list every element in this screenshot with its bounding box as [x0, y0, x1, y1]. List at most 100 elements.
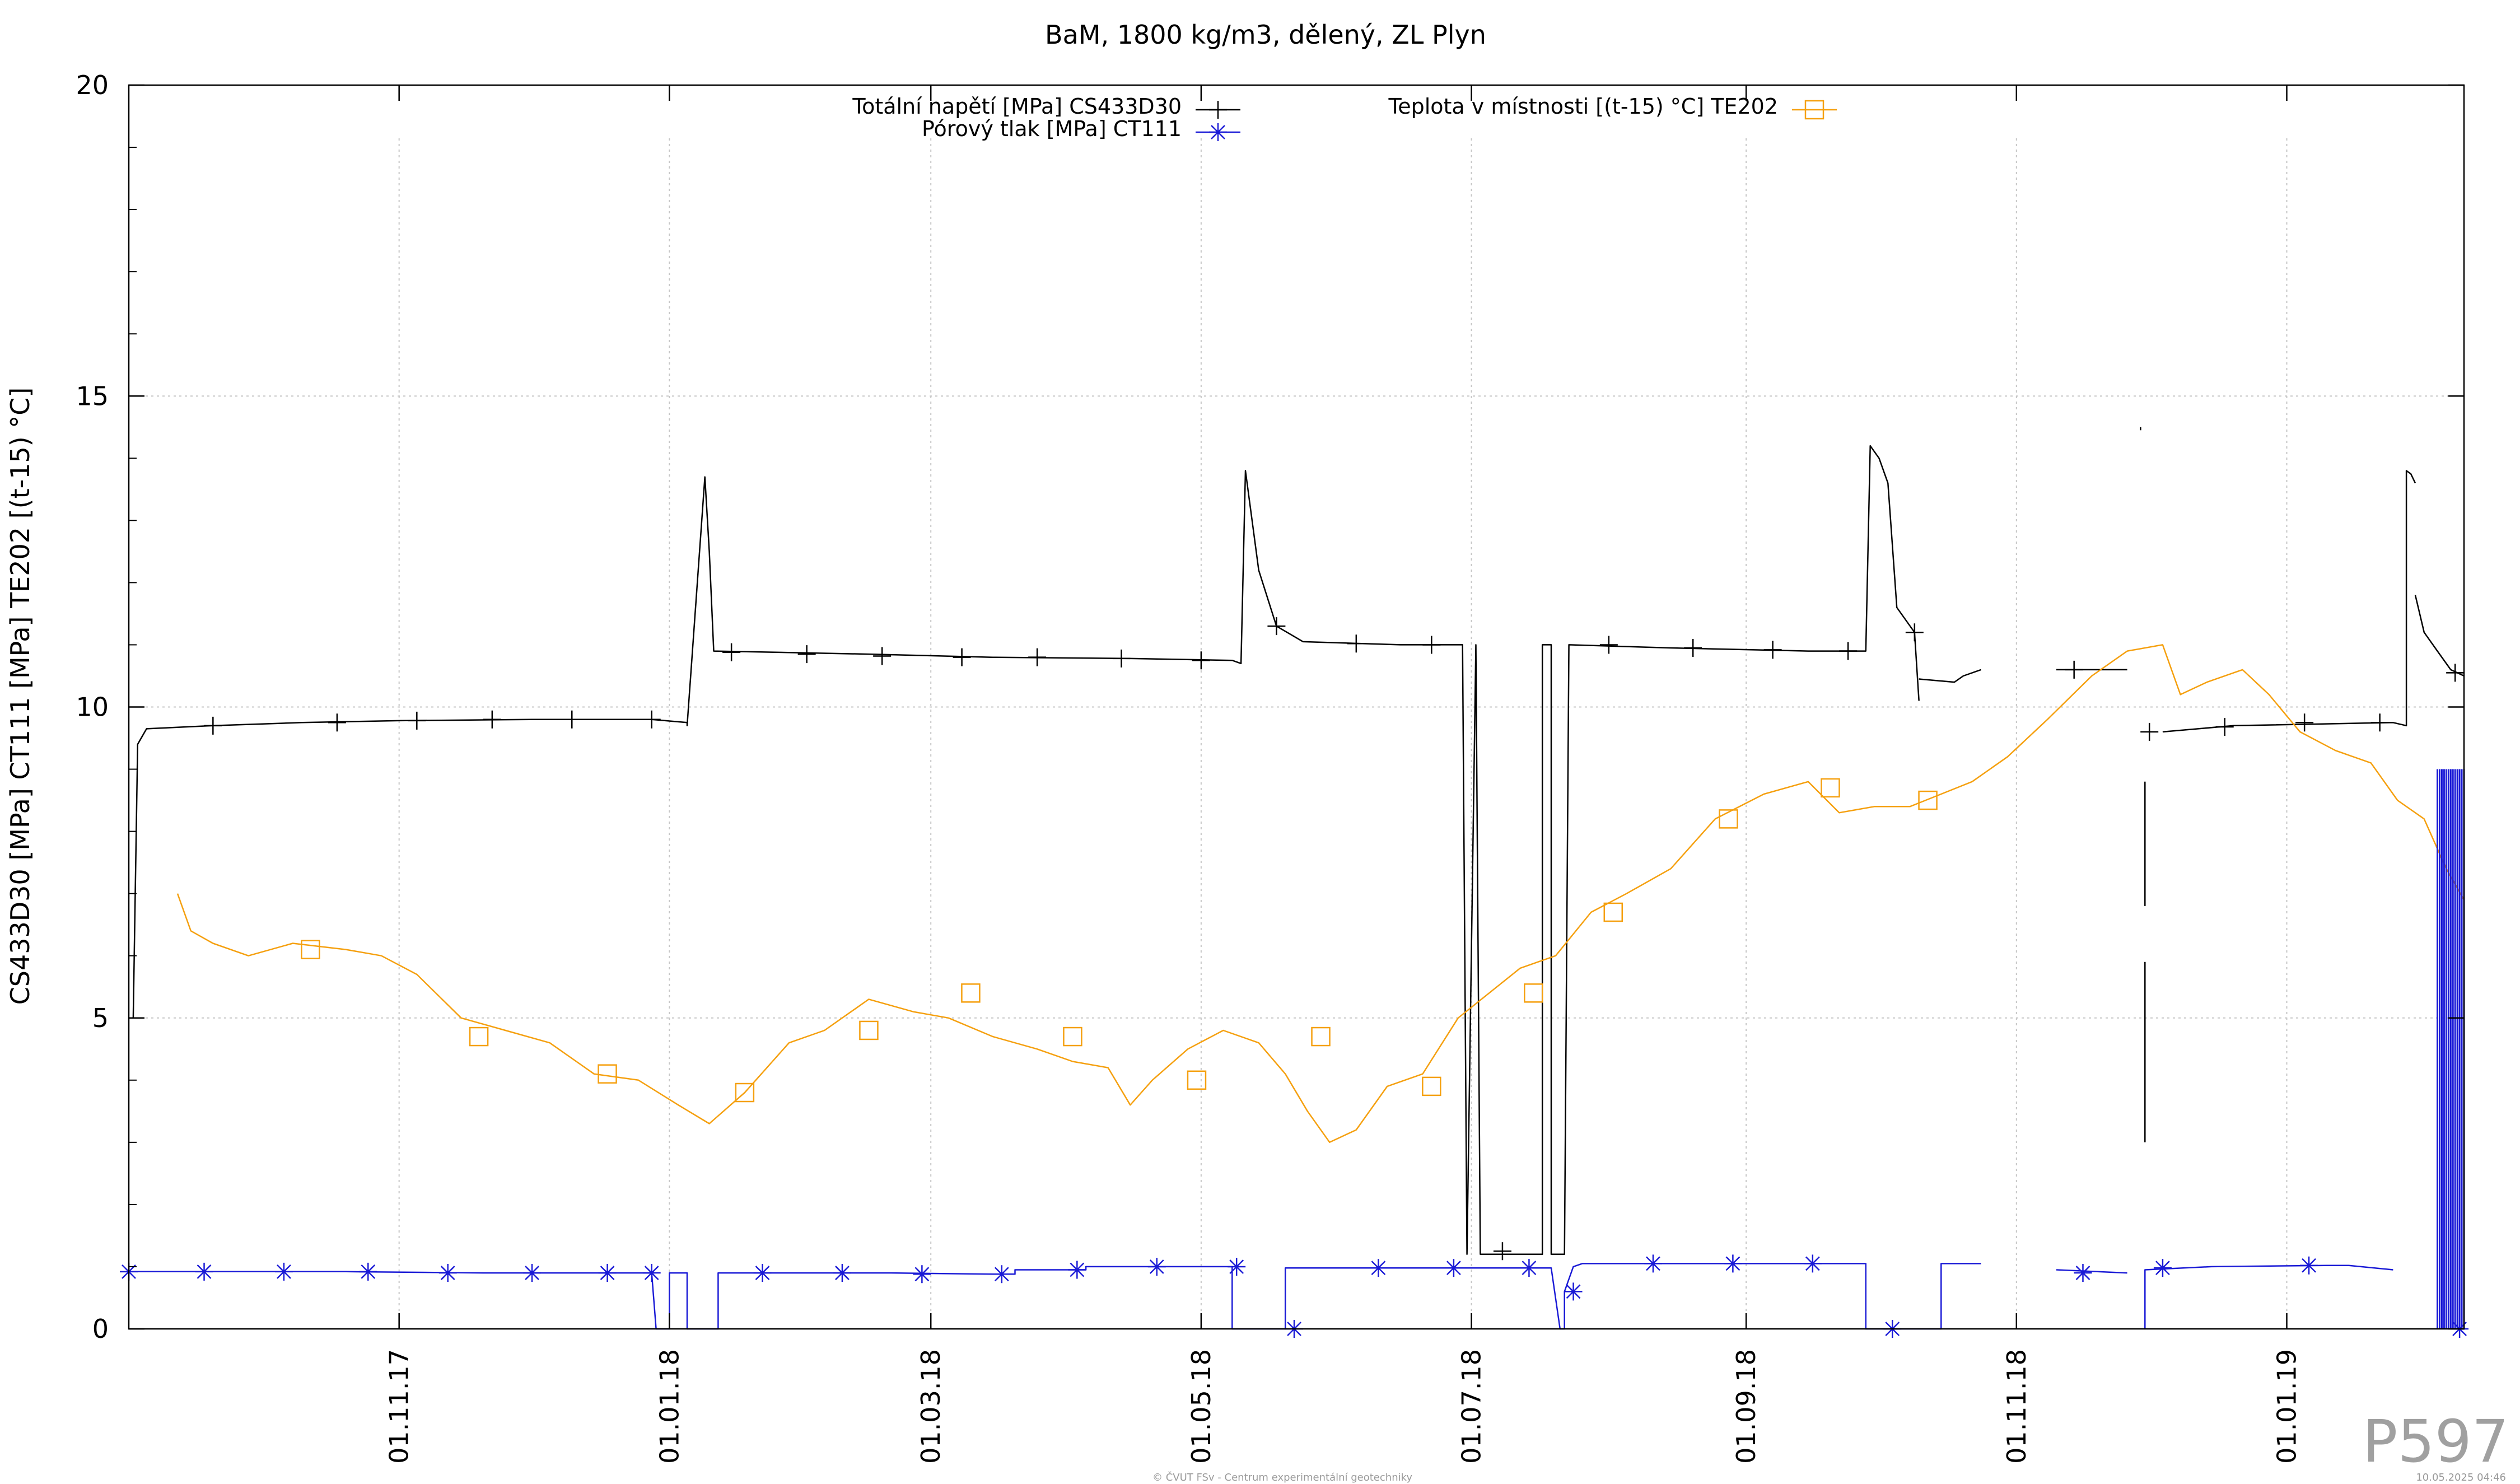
data-point [1187, 1070, 1207, 1090]
data-point [1644, 1254, 1662, 1273]
series-line [1971, 644, 2465, 900]
plot-area [120, 427, 2469, 1338]
data-point [859, 1020, 879, 1040]
data-point [1684, 639, 1702, 657]
series-line [1919, 669, 1981, 683]
data-point [1068, 1261, 1086, 1279]
series-line [176, 781, 1973, 1144]
y-tick-label: 15 [76, 381, 109, 411]
data-point [1444, 1259, 1463, 1277]
data-point [483, 710, 501, 729]
footer-timestamp: 10.05.2025 04:46 [2416, 1472, 2506, 1483]
data-point [1599, 636, 1618, 654]
series-line [2162, 470, 2416, 733]
data-point [598, 1064, 617, 1084]
data-point [1192, 651, 1210, 670]
data-point [642, 710, 661, 729]
data-point [1311, 1026, 1331, 1047]
data-point [438, 1264, 457, 1282]
x-tick-label: 01.01.19 [2271, 1349, 2302, 1464]
data-point [1520, 1259, 1538, 1277]
y-tick-label: 0 [92, 1314, 109, 1344]
plot-frame [128, 84, 2465, 1330]
data-point [1524, 983, 1543, 1003]
series-line [2144, 1264, 2393, 1329]
data-point [1905, 623, 1924, 642]
data-point [1147, 1257, 1166, 1276]
pore-pressure-dense-lines [2437, 769, 2465, 1329]
series-line [129, 1263, 1981, 1330]
data-point [1063, 1026, 1082, 1047]
data-point [753, 1264, 772, 1282]
data-point [992, 1265, 1011, 1284]
series-0 [132, 427, 2465, 1261]
data-point [1821, 778, 1840, 798]
data-point [1347, 634, 1365, 653]
data-point [913, 1265, 931, 1284]
data-point [642, 1264, 661, 1282]
data-point [873, 647, 892, 665]
data-point [1564, 1282, 1583, 1301]
legend-marker [1209, 123, 1227, 141]
data-point [204, 716, 222, 735]
data-point [2074, 1264, 2092, 1282]
data-point [722, 643, 741, 661]
data-point [328, 713, 346, 732]
y-tick-label: 5 [92, 1003, 109, 1033]
data-point [469, 1026, 489, 1047]
data-point [1028, 648, 1047, 666]
x-tick-label: 01.03.18 [916, 1349, 946, 1464]
data-point [1803, 1254, 1822, 1273]
legend-label: Teplota v místnosti [(t-15) °C] TE202 [1388, 94, 1778, 119]
data-point [301, 940, 320, 959]
data-point [953, 648, 971, 666]
data-point [1839, 642, 1858, 660]
data-point [2153, 1259, 2172, 1277]
legend-marker [1804, 100, 1824, 120]
footer-credit: © ČVUT FSv - Centrum experimentální geot… [1152, 1471, 1412, 1483]
data-point [833, 1264, 851, 1282]
data-point [2446, 664, 2465, 682]
data-point [735, 1082, 755, 1103]
data-point [1112, 649, 1131, 668]
series-2 [176, 644, 2465, 1144]
x-tick-label: 01.11.17 [384, 1349, 414, 1464]
series-1 [120, 1254, 2469, 1338]
data-point [961, 983, 981, 1003]
axes: 0 5 10 15 20 01.11.17 01.01.18 01.03.18 01.05.18… [76, 70, 2465, 1464]
x-tick-label: 01.01.18 [654, 1349, 684, 1464]
data-point [523, 1264, 542, 1282]
data-point [2300, 1256, 2318, 1275]
x-tick-label: 01.11.18 [2001, 1349, 2032, 1464]
data-point [195, 1262, 213, 1281]
data-point [2215, 718, 2234, 736]
data-point [1918, 790, 1938, 810]
x-tick-label: 01.07.18 [1457, 1349, 1487, 1464]
legend-entry: Totální napětí [MPa] CS433D30 [852, 94, 1240, 119]
data-point [408, 711, 426, 730]
data-point [1603, 902, 1623, 922]
grid [129, 138, 2464, 1329]
data-point [2370, 713, 2389, 732]
data-point [1422, 636, 1441, 654]
data-point [563, 710, 581, 729]
legend-label: Totální napětí [MPa] CS433D30 [852, 94, 1182, 119]
series-line [132, 445, 1920, 1255]
watermark: P597 [2363, 1407, 2509, 1476]
y-tick-label: 20 [76, 70, 109, 100]
data-point [2295, 713, 2314, 732]
data-point [1763, 641, 1782, 659]
data-point [1267, 617, 1286, 636]
series-line [2056, 1269, 2127, 1274]
legend-entry: Teplota v místnosti [(t-15) °C] TE202 [1388, 94, 1837, 120]
legend-entry: Pórový tlak [MPa] CT111 [922, 116, 1240, 141]
data-point [1724, 1254, 1742, 1273]
data-point [1719, 809, 1738, 829]
data-point [2065, 660, 2083, 679]
legend-marker [1209, 101, 1227, 119]
data-point [1422, 1076, 1441, 1096]
data-point [598, 1264, 617, 1282]
y-axis-label: CS433D30 [MPa] CT111 [MPa] TE202 [(t-15)… [5, 388, 35, 1005]
x-tick-label: 01.09.18 [1731, 1349, 1761, 1464]
